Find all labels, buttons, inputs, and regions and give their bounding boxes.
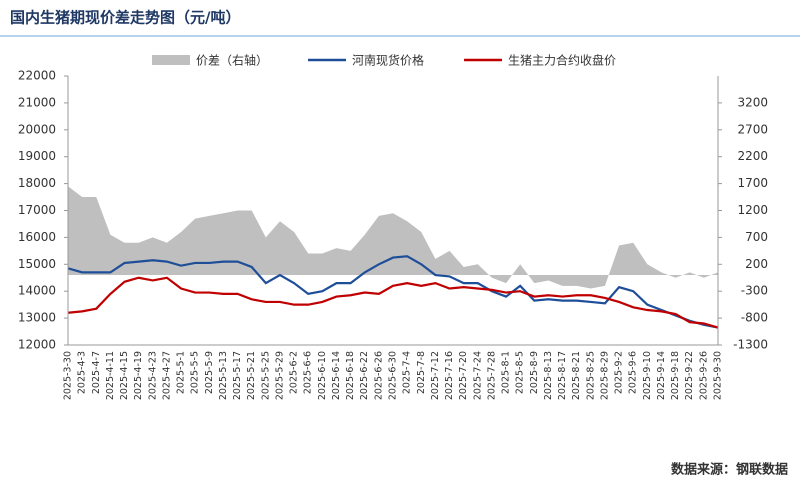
x-tick-label: 2025-6-26 xyxy=(373,351,384,400)
x-tick-label: 2025-4-11 xyxy=(105,351,116,400)
y-tick-label: 12000 xyxy=(18,338,56,352)
x-tick-label: 2025-8-5 xyxy=(515,351,526,394)
x-tick-label: 2025-5-29 xyxy=(274,351,285,400)
x-tick-label: 2025-5-1 xyxy=(176,351,187,394)
legend-label: 河南现货价格 xyxy=(352,53,424,68)
y2-tick-label: 2700 xyxy=(737,122,768,136)
y2-tick-label: -1300 xyxy=(733,338,768,352)
area xyxy=(68,186,718,289)
x-tick-label: 2025-4-7 xyxy=(91,351,102,394)
y-tick-label: 22000 xyxy=(18,69,56,83)
x-tick-label: 2025-8-25 xyxy=(585,351,596,400)
y-tick-label: 19000 xyxy=(18,149,56,163)
x-tick-label: 2025-8-9 xyxy=(529,351,540,394)
x-tick-label: 2025-4-3 xyxy=(77,351,88,394)
x-tick-label: 2025-7-4 xyxy=(402,351,413,394)
x-tick-label: 2025-6-6 xyxy=(303,351,314,394)
y2-tick-label: 200 xyxy=(745,257,768,271)
x-tick-label: 2025-9-26 xyxy=(698,351,709,400)
x-tick-label: 2025-5-21 xyxy=(246,351,257,400)
legend-swatch xyxy=(152,55,190,65)
x-tick-label: 2025-7-12 xyxy=(430,351,441,400)
x-tick-label: 2025-9-14 xyxy=(656,351,667,400)
legend-label: 价差（右轴） xyxy=(196,53,268,68)
x-tick-label: 2025-9-2 xyxy=(614,351,625,394)
x-tick-label: 2025-4-23 xyxy=(147,351,158,400)
x-tick-label: 2025-5-17 xyxy=(232,351,243,400)
x-tick-label: 2025-7-8 xyxy=(416,351,427,394)
x-tick-label: 2025-6-18 xyxy=(345,351,356,400)
x-tick-label: 2025-9-22 xyxy=(684,351,695,400)
x-tick-label: 2025-8-1 xyxy=(501,351,512,394)
x-tick-label: 2025-7-16 xyxy=(444,351,455,400)
x-tick-label: 2025-3-30 xyxy=(63,351,74,400)
x-tick-label: 2025-8-29 xyxy=(599,351,610,400)
x-tick-label: 2025-8-13 xyxy=(543,351,554,400)
line xyxy=(67,255,719,329)
x-tick-label: 2025-7-24 xyxy=(472,351,483,400)
y2-tick-label: 1700 xyxy=(737,176,768,190)
x-tick-label: 2025-7-28 xyxy=(486,351,497,400)
y-tick-label: 21000 xyxy=(18,95,56,109)
line xyxy=(67,276,719,329)
x-tick-label: 2025-6-30 xyxy=(388,351,399,400)
y-tick-label: 14000 xyxy=(18,284,56,298)
x-tick-label: 2025-5-5 xyxy=(190,351,201,394)
y-tick-label: 16000 xyxy=(18,230,56,244)
x-tick-label: 2025-6-22 xyxy=(359,351,370,400)
y-tick-label: 20000 xyxy=(18,122,56,136)
y2-tick-label: 700 xyxy=(745,230,768,244)
x-tick-label: 2025-4-19 xyxy=(133,351,144,400)
x-tick-label: 2025-9-10 xyxy=(642,351,653,400)
x-tick-label: 2025-9-30 xyxy=(713,351,724,400)
x-tick-label: 2025-9-18 xyxy=(670,351,681,400)
x-tick-label: 2025-9-6 xyxy=(628,351,639,394)
x-tick-label: 2025-8-21 xyxy=(571,351,582,400)
y2-tick-label: 3200 xyxy=(737,95,768,109)
y2-tick-label: 1200 xyxy=(737,203,768,217)
x-tick-label: 2025-5-9 xyxy=(204,351,215,394)
x-tick-label: 2025-5-13 xyxy=(218,351,229,400)
x-tick-label: 2025-4-15 xyxy=(119,351,130,400)
y-tick-label: 18000 xyxy=(18,176,56,190)
x-tick-label: 2025-8-17 xyxy=(557,351,568,400)
y2-tick-label: -800 xyxy=(741,311,768,325)
chart-title: 国内生猪期现价差走势图（元/吨） xyxy=(10,9,240,27)
x-tick-label: 2025-6-2 xyxy=(289,351,300,394)
y2-tick-label: -300 xyxy=(741,284,768,298)
y-tick-label: 15000 xyxy=(18,257,56,271)
x-tick-label: 2025-7-20 xyxy=(458,351,469,400)
x-tick-label: 2025-6-10 xyxy=(317,351,328,400)
x-tick-label: 2025-5-25 xyxy=(260,351,271,400)
x-tick-label: 2025-6-14 xyxy=(331,351,342,400)
source: 数据来源：钢联数据 xyxy=(671,462,788,478)
y2-tick-label: 2200 xyxy=(737,149,768,163)
x-tick-label: 2025-4-27 xyxy=(161,351,172,400)
y-tick-label: 13000 xyxy=(18,311,56,325)
legend-label: 生猪主力合约收盘价 xyxy=(508,53,616,68)
y-tick-label: 17000 xyxy=(18,203,56,217)
